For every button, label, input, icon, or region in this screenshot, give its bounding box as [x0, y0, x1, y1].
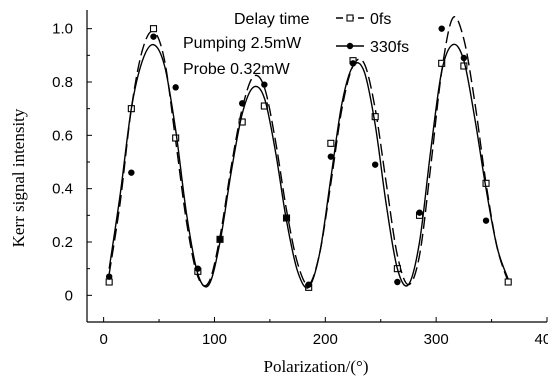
data-point-330fs — [394, 278, 401, 286]
data-point-330fs — [438, 25, 445, 32]
data-point-0fs — [238, 118, 246, 126]
data-point-0fs — [327, 139, 335, 147]
data-point-330fs — [105, 273, 113, 280]
data-point-330fs — [261, 81, 268, 88]
axis-layer: 0 100 200 300 400 0 0.2 0.4 0.6 0.8 1.0 — [52, 10, 548, 348]
x-tick-label: 400 — [534, 331, 548, 348]
data-point-0fs — [504, 278, 512, 286]
data-point-330fs — [482, 217, 490, 224]
data-point-0fs — [438, 59, 446, 67]
y-tick-label: 0.8 — [52, 74, 73, 91]
x-tick-label: 300 — [424, 331, 449, 348]
data-point-330fs — [194, 265, 202, 272]
data-point-330fs — [172, 84, 179, 91]
fit-line-0fs — [108, 16, 509, 287]
data-point-330fs — [150, 33, 157, 40]
legend-title: Delay time — [234, 11, 310, 28]
data-point-330fs — [128, 169, 135, 176]
y-tick-label: 0 — [65, 287, 73, 304]
x-tick-label: 200 — [313, 331, 338, 348]
annotation-probe: Probe 0.32mW — [183, 61, 291, 78]
legend: Delay time Pumping 2.5mW Probe 0.32mW 0f… — [183, 11, 409, 78]
data-point-0fs — [260, 102, 268, 110]
x-axis-title: Polarization/(°) — [264, 357, 369, 376]
legend-label-330fs: 330fs — [370, 39, 409, 56]
y-tick-label: 0.4 — [52, 181, 73, 198]
annotation-pumping: Pumping 2.5mW — [183, 35, 302, 52]
plot-layer — [105, 16, 512, 291]
data-point-0fs — [105, 278, 113, 286]
data-point-330fs — [305, 281, 312, 288]
data-point-330fs — [371, 161, 379, 168]
data-point-330fs — [216, 236, 224, 243]
y-tick-label: 0.2 — [52, 234, 73, 251]
data-point-330fs — [327, 153, 335, 160]
y-tick-label: 0.6 — [52, 127, 73, 144]
x-tick-label: 100 — [202, 331, 227, 348]
data-point-0fs — [371, 113, 379, 121]
data-point-330fs — [416, 209, 423, 216]
y-tick-label: 1.0 — [52, 21, 73, 38]
data-point-330fs — [283, 214, 290, 222]
data-point-330fs — [460, 54, 468, 62]
data-point-330fs — [238, 100, 246, 107]
legend-marker-0fs — [346, 14, 354, 22]
fit-line-330fs — [108, 43, 509, 289]
data-point-0fs — [149, 25, 158, 33]
data-point-0fs — [172, 134, 180, 142]
legend-label-0fs: 0fs — [370, 11, 391, 28]
y-axis-title: Kerr signal intensity — [9, 108, 28, 247]
legend-marker-330fs — [346, 42, 354, 50]
data-point-330fs — [349, 60, 357, 67]
x-tick-label: 0 — [99, 331, 107, 348]
